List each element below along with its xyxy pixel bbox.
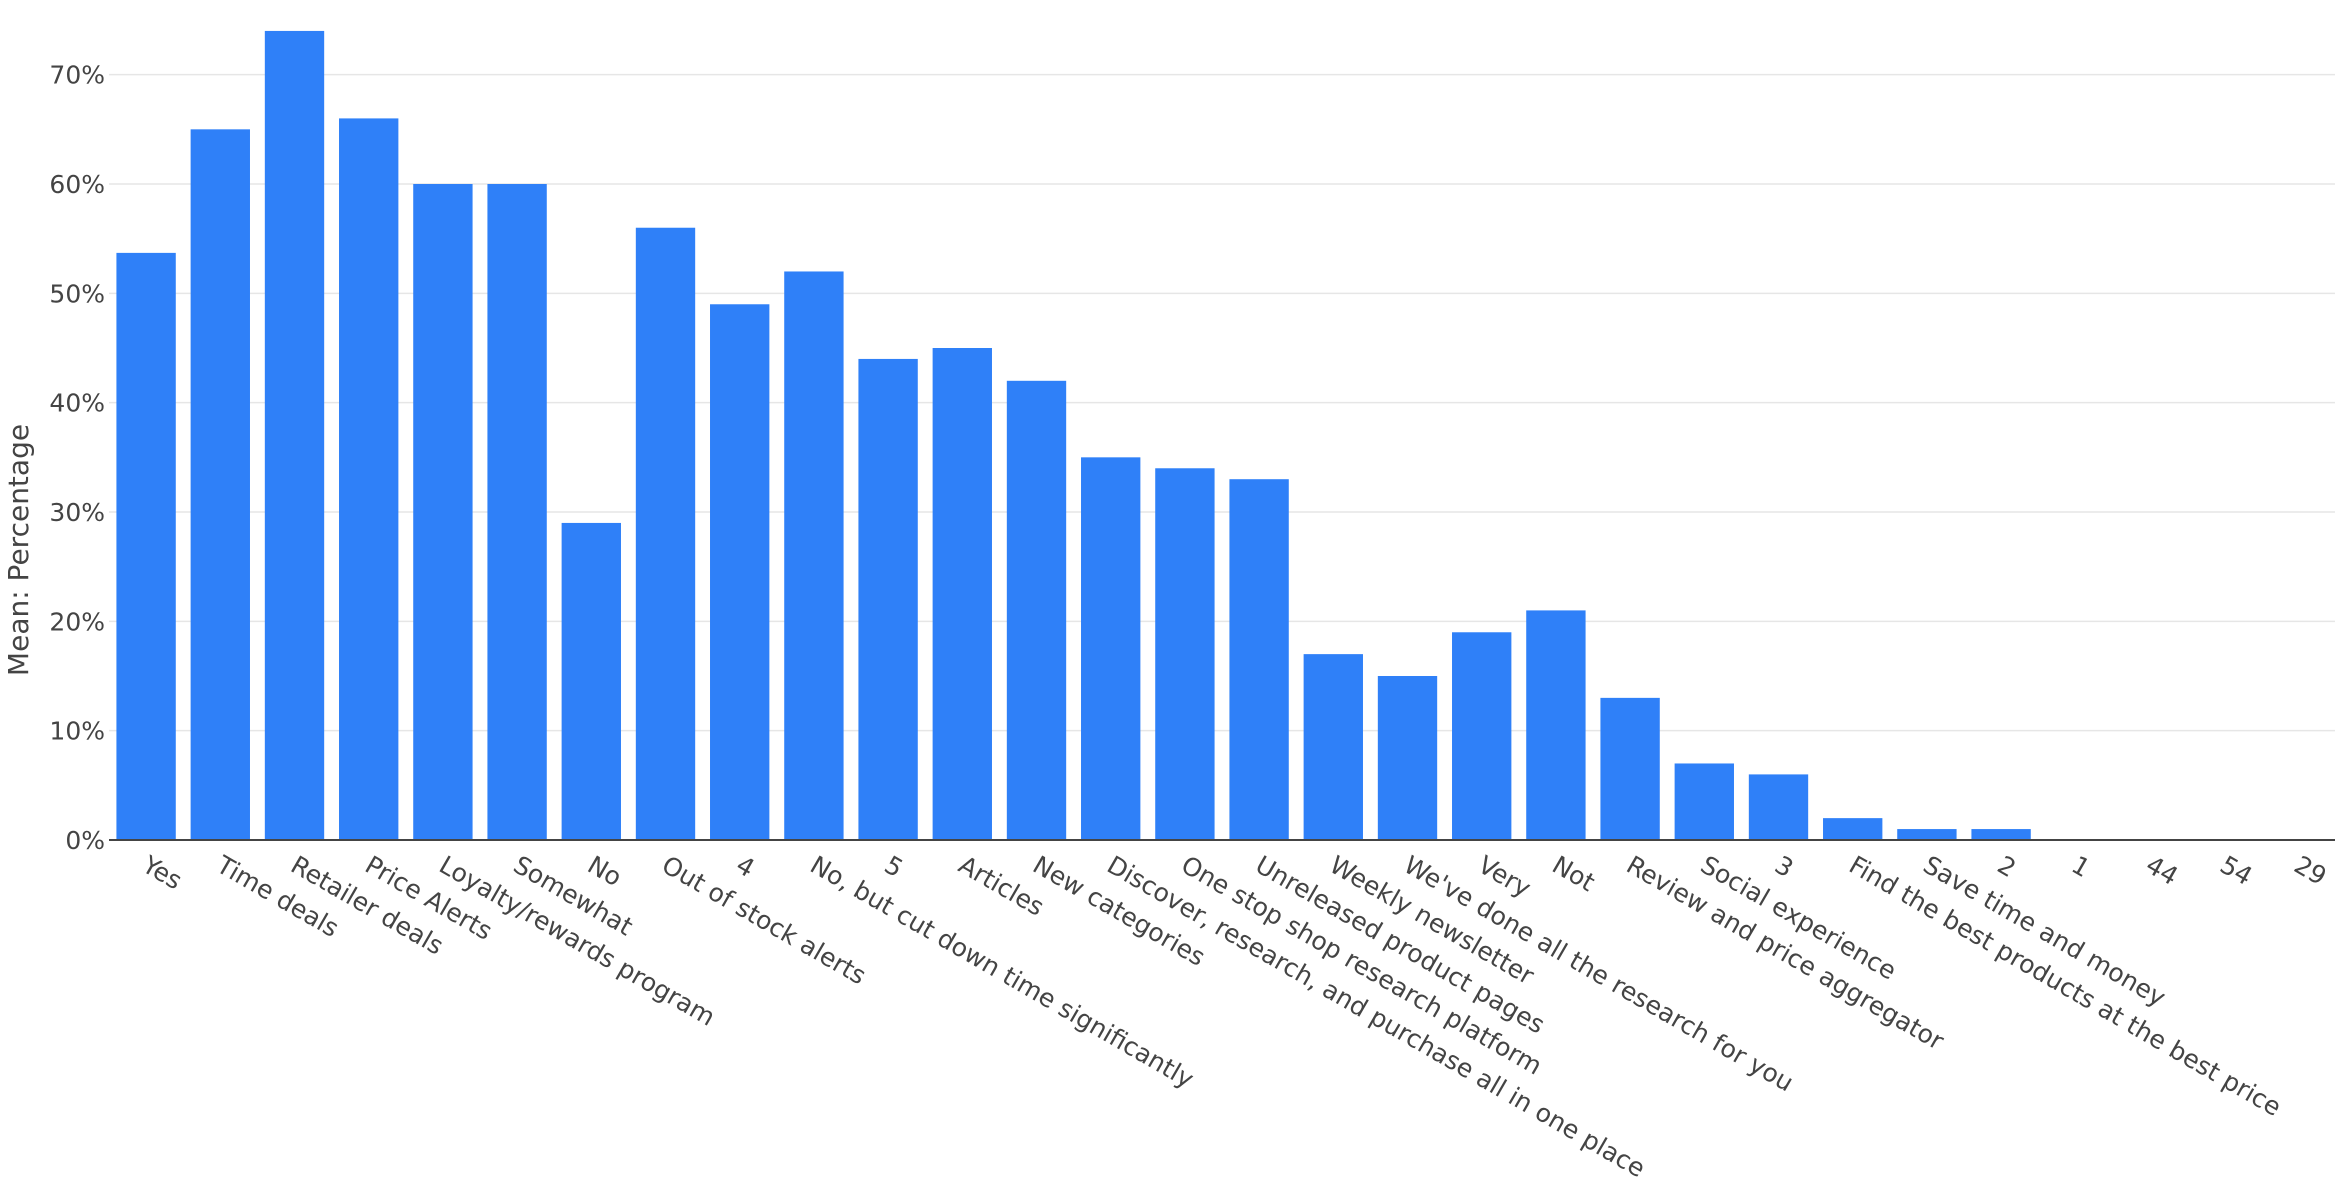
- x-tick-label: 4: [731, 850, 759, 883]
- bar: [710, 304, 770, 840]
- x-tick-label: 44: [2141, 850, 2183, 891]
- y-tick-label: 40%: [49, 389, 105, 418]
- x-tick-label: Not: [1547, 850, 1600, 897]
- bar: [1081, 457, 1141, 840]
- y-tick-label: 30%: [49, 498, 105, 527]
- bar: [116, 252, 176, 840]
- bar: [1229, 479, 1289, 840]
- bar: [1971, 829, 2031, 840]
- bars: [116, 30, 2031, 841]
- bar: [1377, 676, 1438, 840]
- bar: [1155, 468, 1215, 840]
- bar: [487, 184, 547, 840]
- bar: [858, 358, 918, 840]
- x-tick-label: 2: [1993, 850, 2021, 883]
- y-axis-title: Mean: Percentage: [2, 424, 35, 676]
- bar: [1748, 774, 1809, 840]
- x-tick-label: 5: [880, 850, 908, 883]
- bar: [1897, 829, 1957, 840]
- bar: [1006, 380, 1067, 840]
- bar: [339, 118, 399, 840]
- bar: [635, 227, 696, 840]
- bar: [932, 348, 992, 840]
- y-gridlines: [109, 73, 2335, 732]
- x-tick-label: No: [583, 850, 627, 892]
- bar: [1526, 610, 1586, 840]
- bar: [264, 30, 325, 840]
- bar: [190, 129, 250, 841]
- y-tick-label: 0%: [65, 826, 105, 855]
- bar: [784, 271, 844, 840]
- x-tick-label: Find the best products at the best price: [1844, 850, 2286, 1122]
- y-tick-label: 50%: [49, 279, 105, 308]
- bar: [1303, 654, 1363, 840]
- x-tick-label: 29: [2289, 850, 2331, 891]
- y-tick-label: 20%: [49, 607, 105, 636]
- x-tick-label: 1: [2067, 850, 2095, 883]
- y-tick-labels: 0% 10% 20% 30% 40% 50% 60% 70%: [49, 61, 105, 855]
- x-tick-label: 3: [1770, 850, 1798, 883]
- x-tick-label: 54: [2215, 850, 2257, 891]
- bar: [1600, 697, 1660, 840]
- y-tick-label: 60%: [49, 170, 105, 199]
- x-tick-label: Yes: [137, 850, 187, 896]
- bar: [1674, 763, 1734, 840]
- y-tick-label: 70%: [49, 61, 105, 90]
- bar: [1452, 632, 1512, 840]
- y-tick-label: 10%: [49, 717, 105, 746]
- bar: [561, 522, 621, 840]
- x-tick-label: Articles: [954, 850, 1049, 922]
- bar: [413, 184, 473, 840]
- bar: [1823, 818, 1883, 840]
